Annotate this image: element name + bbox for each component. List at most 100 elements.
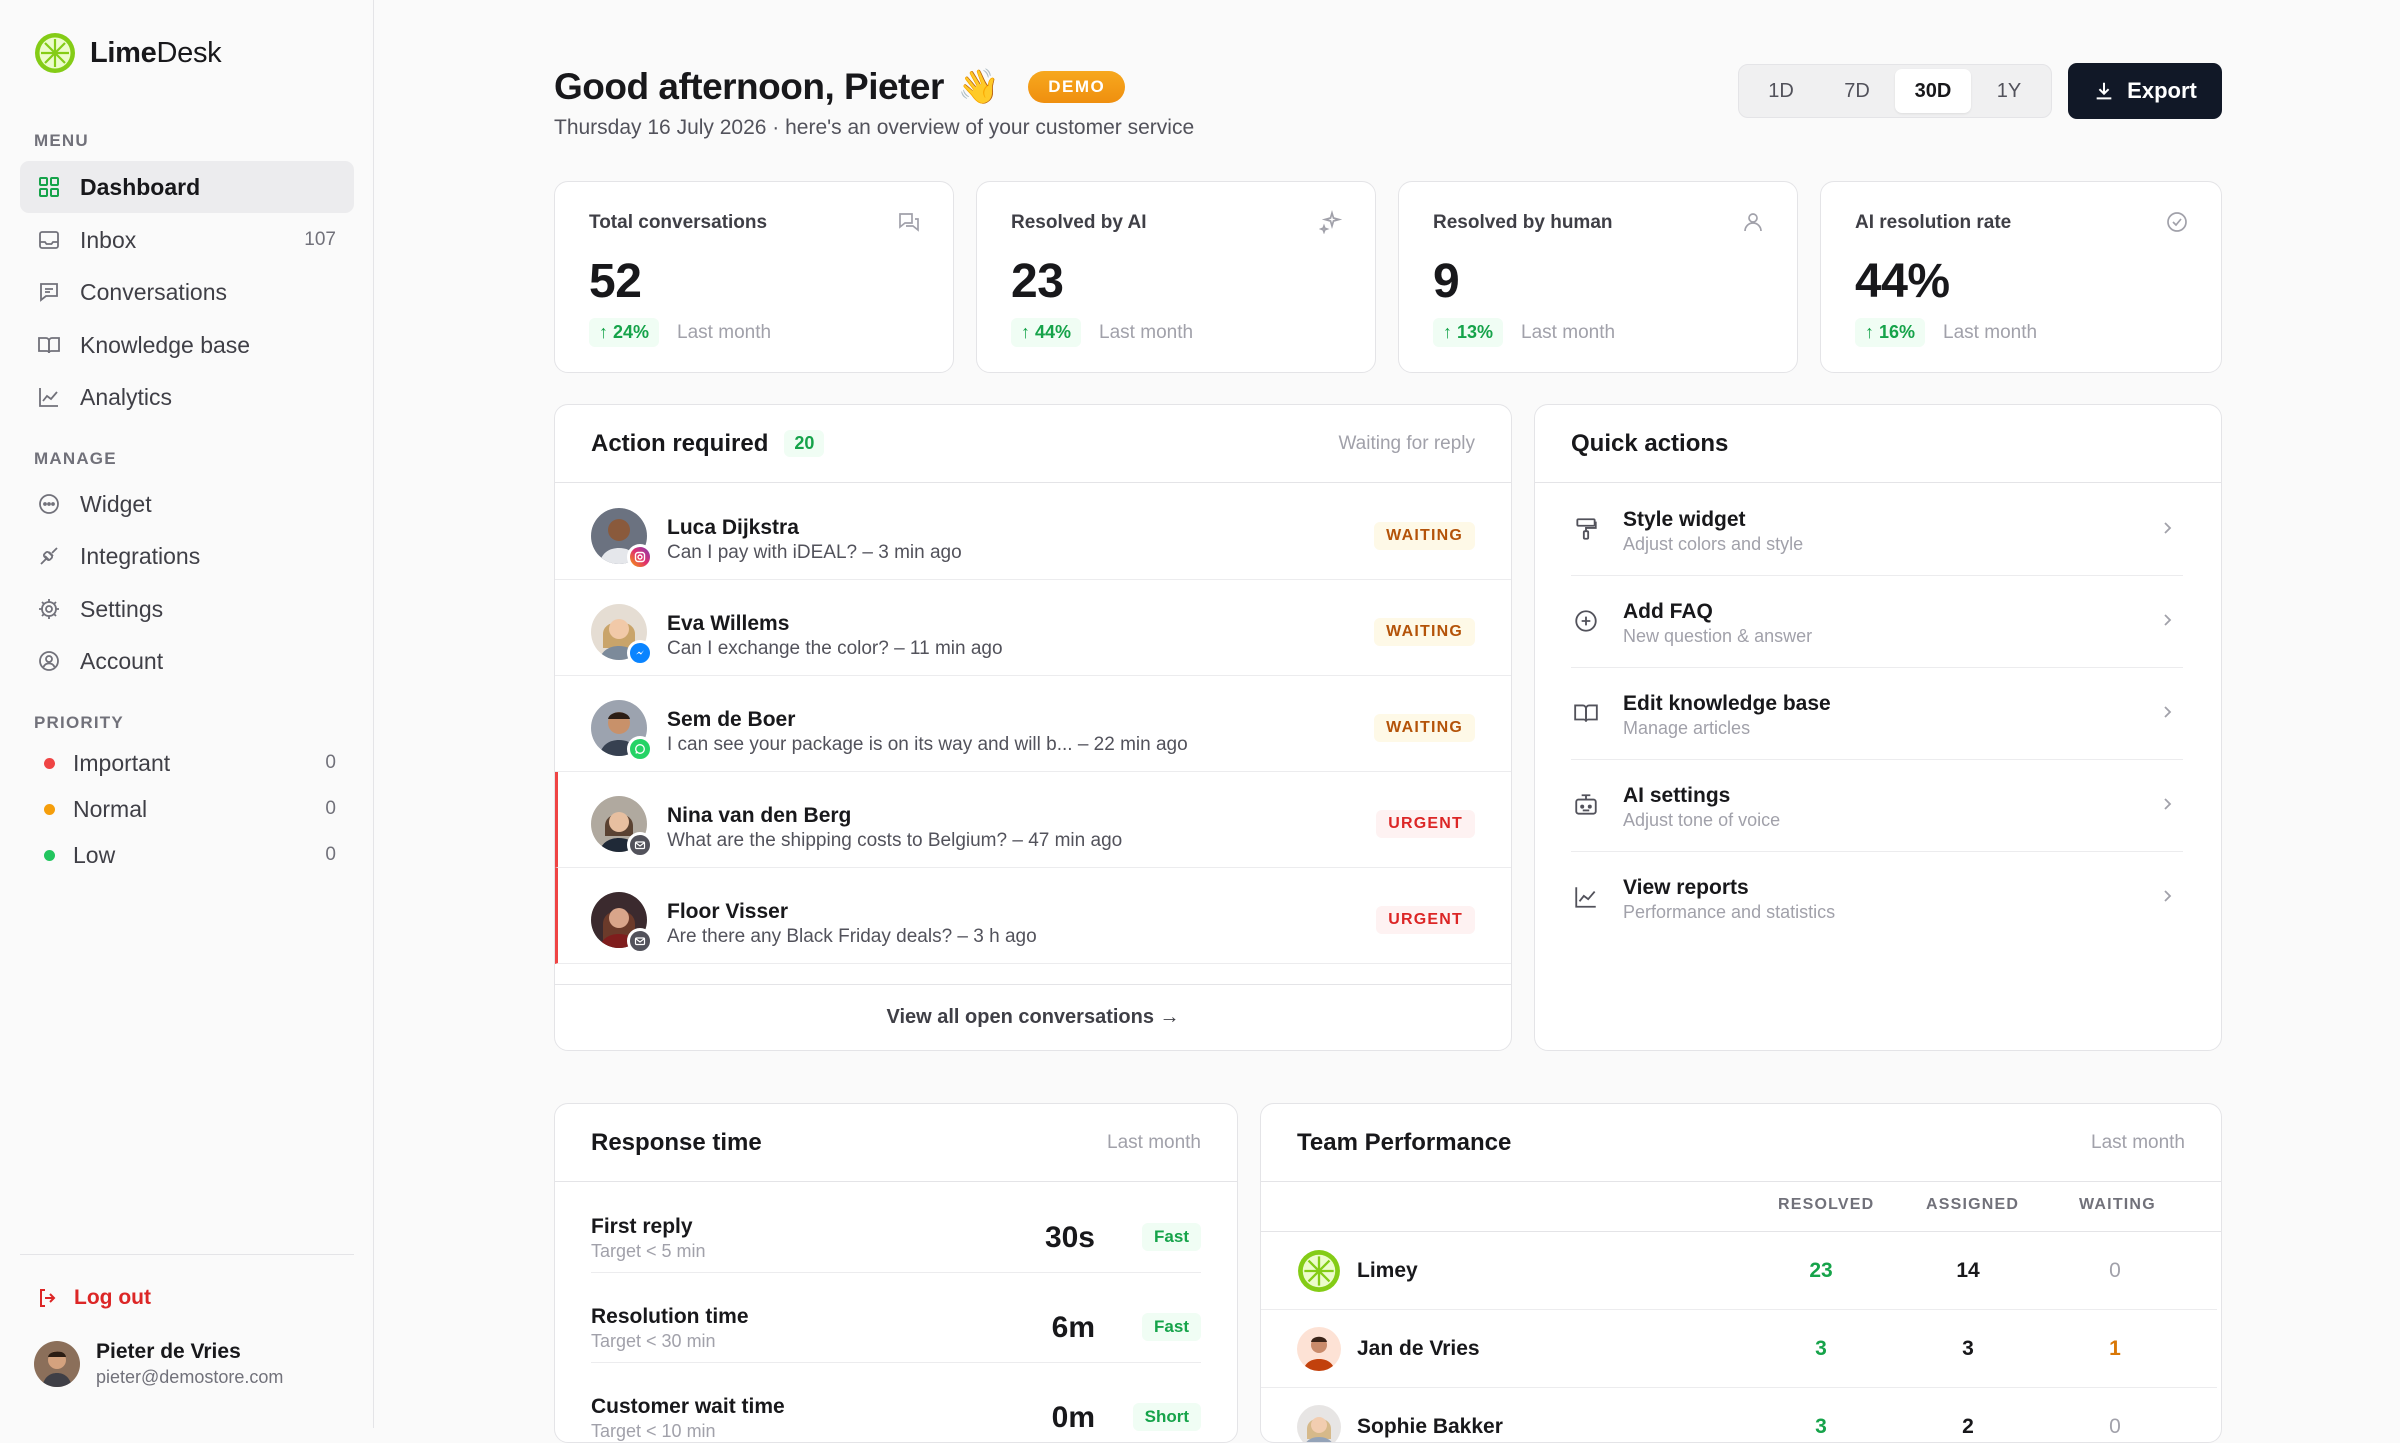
lime-logo-icon bbox=[35, 33, 75, 73]
waiting-count: 0 bbox=[2109, 1415, 2121, 1438]
metric-badge: Fast bbox=[1142, 1223, 1201, 1251]
card-title: Quick actions bbox=[1571, 429, 1729, 457]
quick-action-view-reports[interactable]: View reports Performance and statistics bbox=[1571, 852, 2183, 944]
avatar bbox=[591, 604, 653, 666]
lime-avatar-icon bbox=[1297, 1249, 1341, 1293]
manage-section-label: MANAGE bbox=[34, 449, 117, 468]
priority-important[interactable]: Important 0 bbox=[20, 740, 354, 786]
status-badge: URGENT bbox=[1376, 906, 1475, 934]
stat-title: Total conversations bbox=[589, 212, 768, 233]
priority-low[interactable]: Low 0 bbox=[20, 832, 354, 878]
quick-action-ai-settings[interactable]: AI settings Adjust tone of voice bbox=[1571, 760, 2183, 852]
conversation-row[interactable]: Floor Visser Are there any Black Friday … bbox=[555, 868, 1511, 964]
instagram-icon bbox=[627, 544, 653, 570]
stat-card-resolved-ai: Resolved by AI 23 ↑ 44% Last month bbox=[976, 181, 1376, 373]
quick-action-title: Style widget bbox=[1623, 508, 1746, 531]
sidebar-item-account[interactable]: Account bbox=[20, 635, 354, 687]
avatar bbox=[1297, 1327, 1341, 1371]
conversation-row[interactable]: Sem de Boer I can see your package is on… bbox=[555, 676, 1511, 772]
stat-card-ai-resolution-rate: AI resolution rate 44% ↑ 16% Last month bbox=[1820, 181, 2222, 373]
range-7d[interactable]: 7D bbox=[1844, 79, 1870, 102]
range-1d[interactable]: 1D bbox=[1768, 79, 1794, 102]
stat-value: 23 bbox=[1011, 255, 1064, 308]
resolved-count: 3 bbox=[1815, 1337, 1827, 1360]
menu-section-label: MENU bbox=[34, 131, 89, 150]
avatar bbox=[591, 892, 653, 954]
range-1y[interactable]: 1Y bbox=[1996, 79, 2022, 102]
quick-action-add-faq[interactable]: Add FAQ New question & answer bbox=[1571, 576, 2183, 668]
quick-action-subtitle: Manage articles bbox=[1623, 718, 1751, 738]
conversation-row[interactable]: Luca Dijkstra Can I pay with iDEAL? – 3 … bbox=[555, 484, 1511, 580]
widget-icon bbox=[36, 491, 62, 517]
logout-button[interactable]: Log out bbox=[36, 1286, 151, 1310]
quick-action-style-widget[interactable]: Style widget Adjust colors and style bbox=[1571, 484, 2183, 576]
quick-action-edit-knowledge-base[interactable]: Edit knowledge base Manage articles bbox=[1571, 668, 2183, 760]
user-name: Pieter de Vries bbox=[96, 1340, 241, 1363]
user-email: pieter@demostore.com bbox=[96, 1367, 284, 1387]
avatar bbox=[34, 1341, 80, 1387]
team-performance-card: Team Performance Last month RESOLVED ASS… bbox=[1260, 1103, 2222, 1443]
sidebar-item-inbox[interactable]: Inbox 107 bbox=[20, 214, 354, 266]
sidebar-item-label: Knowledge base bbox=[80, 331, 251, 358]
stat-footer: ↑ 13% Last month bbox=[1433, 318, 1615, 347]
sidebar-item-dashboard[interactable]: Dashboard bbox=[20, 161, 354, 213]
check-circle-icon bbox=[2165, 210, 2189, 239]
column-header-waiting: WAITING bbox=[2079, 1196, 2156, 1213]
priority-normal[interactable]: Normal 0 bbox=[20, 786, 354, 832]
metric-value: 6m bbox=[1051, 1311, 1095, 1344]
export-label: Export bbox=[2127, 78, 2197, 103]
sidebar-item-analytics[interactable]: Analytics bbox=[20, 371, 354, 423]
metric-badge: Fast bbox=[1142, 1313, 1201, 1341]
sidebar-item-widget[interactable]: Widget bbox=[20, 478, 354, 530]
chevron-right-icon bbox=[2157, 794, 2177, 819]
resolved-count: 3 bbox=[1815, 1415, 1827, 1438]
stat-delta: ↑ 44% bbox=[1011, 318, 1082, 347]
card-title: Team Performance bbox=[1297, 1128, 1512, 1156]
status-badge: WAITING bbox=[1374, 714, 1475, 742]
app-logo[interactable]: LimeDesk bbox=[34, 32, 222, 74]
stat-value: 44% bbox=[1855, 255, 1950, 308]
download-icon bbox=[2096, 82, 2112, 100]
sidebar-item-settings[interactable]: Settings bbox=[20, 583, 354, 635]
inbox-count: 107 bbox=[304, 229, 336, 250]
sidebar-item-conversations[interactable]: Conversations bbox=[20, 266, 354, 318]
conversation-row[interactable]: Eva Willems Can I exchange the color? – … bbox=[555, 580, 1511, 676]
table-row[interactable]: Limey 23 14 0 bbox=[1261, 1232, 2217, 1310]
sidebar-item-label: Conversations bbox=[80, 278, 228, 305]
sidebar-item-label: Settings bbox=[80, 595, 164, 622]
sidebar: LimeDesk MENU Dashboard Inbox 107 Conver… bbox=[0, 0, 374, 1428]
card-title: Response time bbox=[591, 1128, 762, 1156]
message-preview: Are there any Black Friday deals? – 3 h … bbox=[667, 926, 1037, 947]
sidebar-item-label: Analytics bbox=[80, 383, 173, 410]
conversation-row[interactable]: Nina van den Berg What are the shipping … bbox=[555, 772, 1511, 868]
book-open-icon bbox=[1571, 698, 1601, 728]
assigned-count: 3 bbox=[1962, 1337, 1974, 1360]
range-30d[interactable]: 30D bbox=[1895, 69, 1971, 113]
quick-action-title: AI settings bbox=[1623, 784, 1731, 807]
quick-actions-card: Quick actions Style widget Adjust colors… bbox=[1534, 404, 2222, 1051]
app-name: LimeDesk bbox=[90, 36, 222, 69]
sidebar-item-knowledge-base[interactable]: Knowledge base bbox=[20, 319, 354, 371]
view-all-conversations-link[interactable]: View all open conversations → bbox=[555, 984, 1511, 1050]
metric-label: Resolution time bbox=[591, 1305, 749, 1328]
user-profile[interactable]: Pieter de Vries pieter@demostore.com bbox=[34, 1340, 283, 1388]
stat-card-total-conversations: Total conversations 52 ↑ 24% Last month bbox=[554, 181, 954, 373]
sidebar-item-integrations[interactable]: Integrations bbox=[20, 530, 354, 582]
card-title: Action required bbox=[591, 429, 769, 457]
email-icon bbox=[627, 928, 653, 954]
quick-action-subtitle: Performance and statistics bbox=[1623, 902, 1836, 922]
messenger-icon bbox=[627, 640, 653, 666]
metric-label: First reply bbox=[591, 1215, 693, 1238]
message-preview: What are the shipping costs to Belgium? … bbox=[667, 830, 1123, 851]
whatsapp-icon bbox=[627, 736, 653, 762]
table-row[interactable]: Sophie Bakker 3 2 0 bbox=[1261, 1388, 2217, 1442]
stat-title: AI resolution rate bbox=[1855, 212, 2012, 233]
avatar bbox=[591, 796, 653, 858]
contact-name: Nina van den Berg bbox=[667, 804, 852, 827]
page-title: Good afternoon, Pieter bbox=[554, 66, 944, 107]
metric-first-reply: First reply Target < 5 min 30s Fast bbox=[591, 1183, 1201, 1273]
table-row[interactable]: Jan de Vries 3 3 1 bbox=[1261, 1310, 2217, 1388]
card-subtitle: Last month bbox=[1107, 1131, 1201, 1153]
message-preview: Can I pay with iDEAL? – 3 min ago bbox=[667, 542, 962, 563]
export-button[interactable]: Export bbox=[2068, 63, 2222, 119]
